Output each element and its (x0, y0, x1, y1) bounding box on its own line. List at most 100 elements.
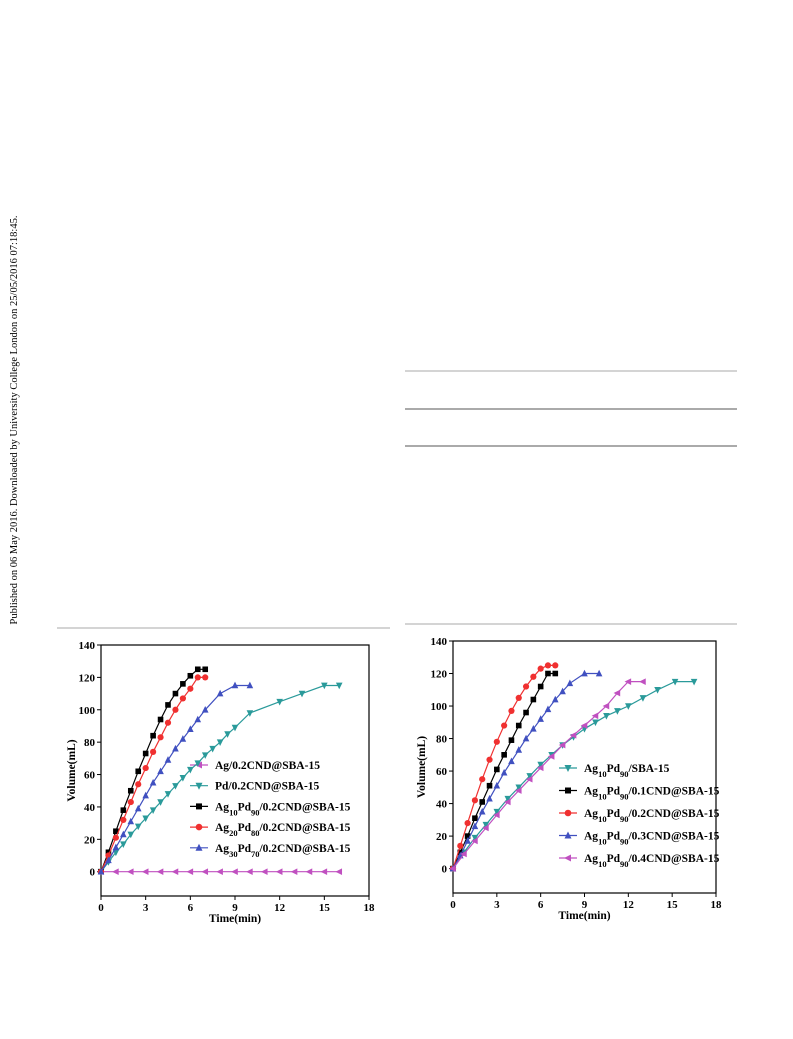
marker (172, 706, 179, 713)
marker (493, 811, 500, 819)
x-tick-label: 6 (188, 902, 194, 914)
x-tick-label: 18 (364, 902, 376, 914)
y-tick-label: 20 (84, 834, 96, 846)
marker (260, 868, 268, 876)
marker (639, 695, 647, 702)
y-tick-label: 60 (436, 766, 448, 778)
legend-label: Ag20Pd80/0.2CND@SBA-15 (215, 822, 351, 838)
marker (464, 819, 471, 827)
marker (172, 690, 179, 697)
marker (305, 868, 313, 876)
marker (335, 868, 343, 876)
marker (194, 760, 202, 768)
marker (515, 784, 523, 792)
marker (135, 781, 142, 788)
marker (201, 868, 209, 876)
marker (231, 868, 238, 876)
legend-marker (564, 809, 572, 817)
marker (246, 681, 254, 689)
marker (120, 841, 127, 848)
legend-marker (195, 843, 203, 851)
marker (508, 707, 515, 715)
marker (515, 746, 523, 753)
marker (479, 776, 486, 783)
marker (482, 824, 489, 832)
marker (482, 821, 490, 829)
marker (614, 708, 621, 715)
marker (135, 768, 142, 775)
x-axis-label: Time(min) (209, 913, 261, 925)
marker (134, 823, 142, 831)
marker (157, 799, 164, 806)
marker (602, 702, 610, 710)
marker (494, 766, 500, 773)
y-tick-label: 120 (431, 669, 448, 681)
marker (504, 795, 512, 803)
marker (164, 756, 172, 763)
marker (523, 709, 529, 716)
marker (508, 737, 515, 743)
marker (530, 724, 537, 732)
marker (246, 868, 253, 876)
y-tick-label: 100 (79, 705, 96, 717)
marker (179, 695, 186, 702)
y-tick-label: 0 (442, 864, 448, 876)
marker (97, 867, 105, 875)
marker (500, 768, 508, 776)
legend-label: Ag10Pd90/0.2CND@SBA-15 (215, 801, 351, 817)
marker (201, 705, 209, 713)
marker (298, 690, 306, 698)
marker (503, 798, 511, 806)
marker (493, 808, 501, 816)
legend-label: Ag/0.2CND@SBA-15 (215, 760, 320, 772)
marker (493, 781, 501, 789)
marker (187, 725, 194, 733)
marker (460, 850, 467, 858)
marker (105, 856, 112, 864)
legend-label: Ag10Pd90/0.1CND@SBA-15 (584, 786, 720, 802)
marker (493, 738, 500, 745)
marker (126, 868, 134, 876)
marker (157, 716, 164, 723)
marker (202, 674, 209, 681)
marker (530, 673, 537, 680)
marker (150, 732, 156, 739)
marker (671, 678, 679, 686)
marker (522, 683, 530, 690)
marker (613, 689, 621, 697)
x-tick-label: 3 (143, 902, 149, 914)
x-tick-label: 9 (582, 899, 588, 911)
marker (112, 834, 119, 841)
y-tick-label: 80 (84, 737, 96, 749)
y-axis-label: Volume(mL) (66, 739, 78, 801)
marker (501, 752, 507, 758)
marker (164, 791, 172, 798)
marker (595, 669, 603, 677)
x-tick-label: 9 (232, 902, 238, 914)
legend-label: Ag10Pd90/0.4CND@SBA-15 (584, 853, 720, 869)
marker (547, 753, 555, 760)
x-tick-label: 18 (711, 899, 723, 911)
marker (157, 767, 164, 775)
marker (545, 670, 551, 677)
marker (515, 722, 522, 729)
marker (216, 689, 224, 697)
marker (501, 722, 508, 729)
legend-label: Ag10Pd90/0.2CND@SBA-15 (584, 808, 720, 824)
marker (194, 715, 202, 723)
marker (246, 710, 254, 717)
y-tick-label: 20 (436, 831, 448, 843)
marker (514, 787, 522, 794)
marker (150, 748, 157, 755)
marker (522, 734, 530, 742)
marker (544, 662, 552, 669)
marker (537, 665, 544, 672)
legend-marker (195, 782, 203, 790)
marker (231, 681, 239, 689)
marker (142, 764, 149, 772)
marker (508, 757, 515, 765)
marker (526, 773, 534, 780)
marker (486, 756, 493, 763)
legend-marker (564, 765, 572, 772)
marker (187, 766, 194, 774)
